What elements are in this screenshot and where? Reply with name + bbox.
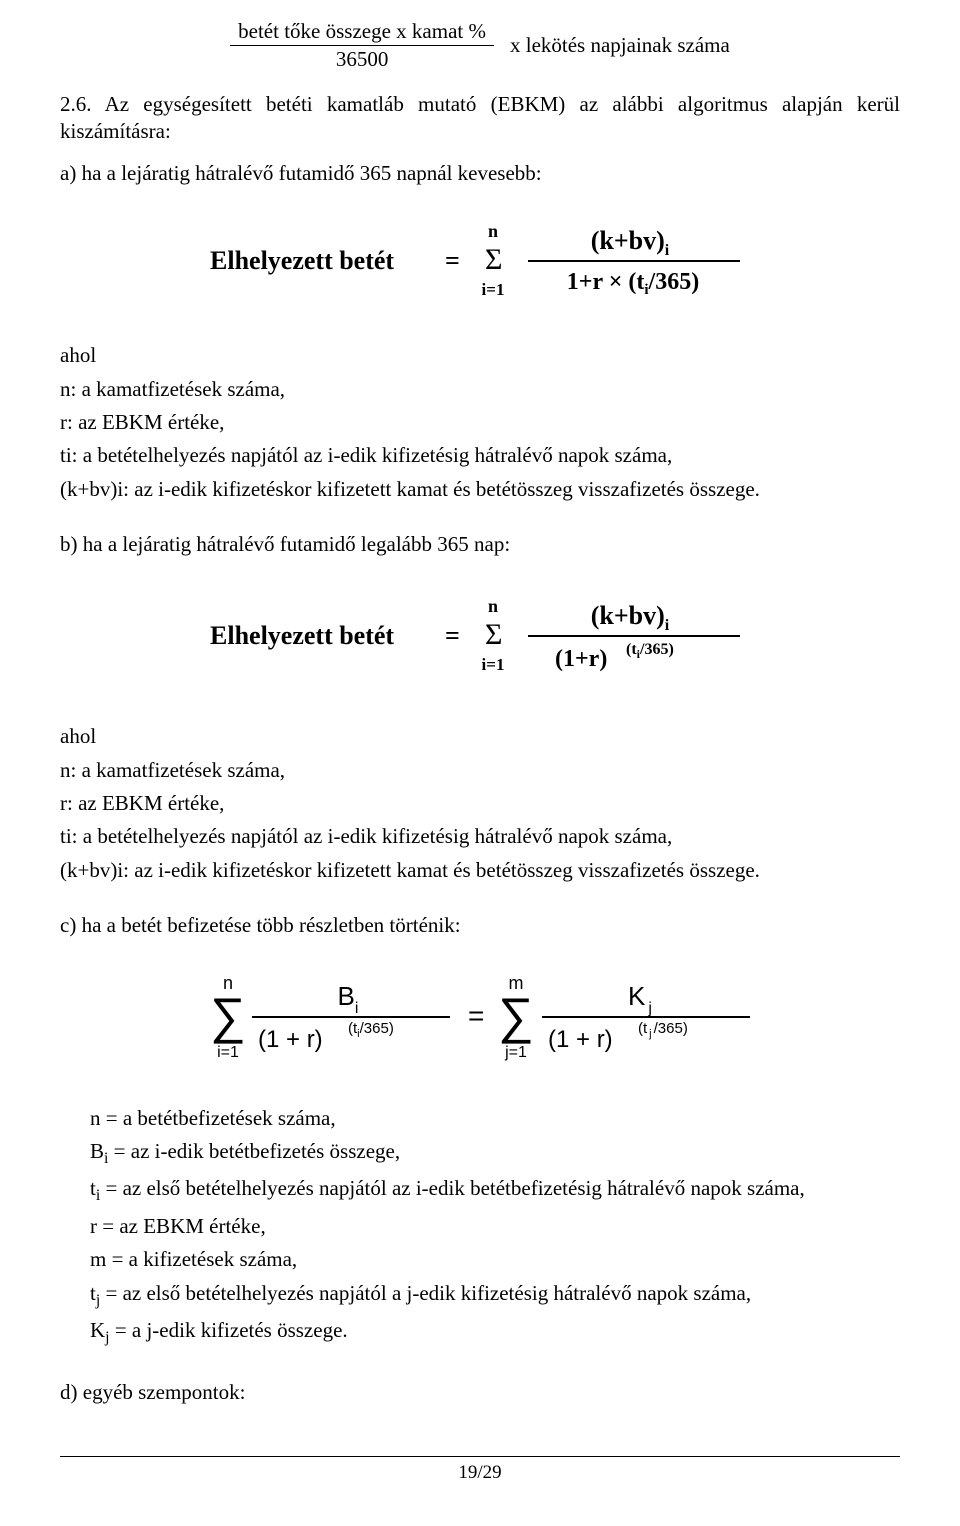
def-sym: B [90, 1139, 104, 1163]
def-line: r: az EBKM értéke, [60, 790, 900, 817]
def-line: n: a kamatfizetések száma, [60, 376, 900, 403]
frac-den-exp: (ti/365) [626, 641, 674, 661]
def-line: ti: a betételhelyezés napjától az i-edik… [60, 442, 900, 469]
sum-bottom: i=1 [482, 655, 505, 674]
sigma-icon: ∑ [498, 988, 534, 1044]
equals-sign: = [445, 246, 460, 275]
def-line: ahol [60, 342, 900, 369]
def-line: ahol [60, 723, 900, 750]
formula-a: Elhelyezett betét = Σ n i=1 (k+bv)i 1+r … [60, 211, 900, 318]
def-sym: K [90, 1318, 105, 1342]
formula-a-lhs: Elhelyezett betét [210, 246, 394, 275]
denominator: 36500 [328, 46, 397, 71]
formula-b: Elhelyezett betét = Σ n i=1 (k+bv)i (1+r… [60, 582, 900, 699]
lnum: Bi [338, 981, 359, 1017]
def-text: = a j-edik kifizetés összege. [110, 1318, 348, 1342]
definitions-b: ahol n: a kamatfizetések száma, r: az EB… [60, 723, 900, 883]
para-d: d) egyéb szempontok: [60, 1379, 900, 1406]
def-line: ti: a betételhelyezés napjától az i-edik… [60, 823, 900, 850]
sum-top: n [488, 596, 498, 616]
def-line: n: a kamatfizetések száma, [60, 757, 900, 784]
def-line: r = az EBKM értéke, [90, 1213, 900, 1240]
def-text: = az első betételhelyezés napjától az i-… [100, 1176, 805, 1200]
lsum-bot: i=1 [217, 1044, 239, 1061]
definitions-a: ahol n: a kamatfizetések száma, r: az EB… [60, 342, 900, 502]
def-text: = az első betételhelyezés napjától a j-e… [100, 1281, 751, 1305]
def-line: (k+bv)i: az i-edik kifizetéskor kifizete… [60, 476, 900, 503]
sigma-icon: ∑ [210, 988, 246, 1044]
frac-den: 1+r × (ti/365) [567, 269, 699, 298]
rexp: (tj/365) [638, 1020, 688, 1040]
def-line: m = a kifizetések száma, [90, 1246, 900, 1273]
para-b: b) ha a lejáratig hátralévő futamidő leg… [60, 531, 900, 558]
def-line: Bi = az i-edik betétbefizetés összege, [90, 1138, 900, 1170]
def-text: = az i-edik betétbefizetés összege, [108, 1139, 400, 1163]
sigma-icon: Σ [485, 618, 502, 651]
def-line: tj = az első betételhelyezés napjától a … [90, 1280, 900, 1312]
equals-sign: = [445, 621, 460, 650]
formula-suffix: x lekötés napjainak száma [510, 32, 730, 59]
rsum-bot: j=1 [504, 1044, 527, 1061]
page-number: 19/29 [60, 1456, 900, 1486]
lden: (1 + r) [258, 1026, 323, 1053]
sigma-icon: Σ [485, 243, 502, 276]
def-line: (k+bv)i: az i-edik kifizetéskor kifizete… [60, 857, 900, 884]
rnum: Kj [628, 981, 652, 1017]
para-c: c) ha a betét befizetése több részletben… [60, 912, 900, 939]
fraction: betét tőke összege x kamat % 36500 [230, 20, 494, 71]
lsum-top: n [223, 973, 233, 993]
page: betét tőke összege x kamat % 36500 x lek… [0, 0, 960, 1526]
equals-sign: = [468, 1000, 484, 1031]
formula-c: ∑ n i=1 Bi (1 + r) (ti/365) = ∑ m j=1 Kj… [60, 963, 900, 1080]
definitions-c: n = a betétbefizetések száma, Bi = az i-… [90, 1105, 900, 1350]
def-line: ti = az első betételhelyezés napjától az… [90, 1175, 900, 1207]
formula-b-lhs: Elhelyezett betét [210, 621, 394, 650]
frac-num: (k+bv)i [591, 226, 670, 259]
def-line: r: az EBKM értéke, [60, 409, 900, 436]
para-a: a) ha a lejáratig hátralévő futamidő 365… [60, 160, 900, 187]
rsum-top: m [509, 973, 524, 993]
numerator: betét tőke összege x kamat % [230, 20, 494, 45]
sum-top: n [488, 221, 498, 241]
top-formula: betét tőke összege x kamat % 36500 x lek… [60, 20, 900, 71]
frac-num: (k+bv)i [591, 601, 670, 634]
sum-bottom: i=1 [482, 280, 505, 299]
rden: (1 + r) [548, 1026, 613, 1053]
lexp: (ti/365) [348, 1020, 394, 1040]
para-2-6: 2.6. Az egységesített betéti kamatláb mu… [60, 91, 900, 146]
def-line: Kj = a j-edik kifizetés összege. [90, 1317, 900, 1349]
frac-den-base: (1+r) [555, 646, 607, 672]
def-line: n = a betétbefizetések száma, [90, 1105, 900, 1132]
